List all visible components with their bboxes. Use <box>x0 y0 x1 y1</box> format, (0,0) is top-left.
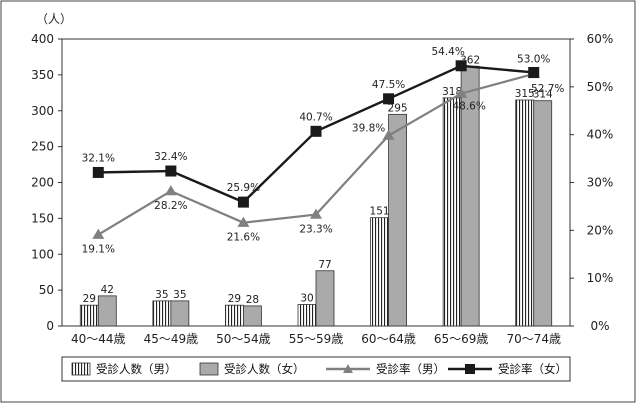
legend-label: 受診率（男） <box>376 362 445 376</box>
x-tick-label: 40～44歳 <box>71 332 126 346</box>
bar-female <box>243 305 262 327</box>
rate-label-female: 54.4% <box>431 46 464 58</box>
marker-male-rate <box>164 185 177 196</box>
bar-male <box>79 304 99 327</box>
bar-male <box>370 217 389 327</box>
rate-label-male: 48.6% <box>452 101 485 113</box>
bar-label-female: 295 <box>388 102 408 114</box>
left-tick-label: 350 <box>31 68 54 82</box>
right-tick-label: 0% <box>590 319 609 333</box>
x-tick-label: 60～64歳 <box>361 332 416 346</box>
legend-label: 受診率（女） <box>498 362 567 376</box>
left-axis: 0 50 100 150 200 250 300 350 400 <box>31 32 62 333</box>
right-axis: 0% 10% 20% 30% 40% 50% 60% <box>570 32 613 333</box>
right-tick-label: 30% <box>587 176 614 190</box>
marker-female-rate <box>383 93 395 105</box>
marker-male-rate <box>310 208 322 219</box>
bar-female <box>315 270 335 327</box>
marker-female-rate <box>528 66 540 78</box>
marker-male-rate <box>382 129 395 140</box>
bar-female <box>170 300 190 327</box>
left-tick-label: 250 <box>31 140 54 154</box>
rate-label-female: 32.4% <box>154 151 187 163</box>
right-tick-label: 20% <box>587 223 614 237</box>
x-tick-label: 65～69歳 <box>434 332 489 346</box>
legend-marker-square <box>465 364 475 374</box>
y-unit-label: （人） <box>36 12 72 26</box>
bar-label-female: 28 <box>246 294 259 306</box>
x-tick-label: 55～59歳 <box>289 332 344 346</box>
bar-female <box>533 100 553 327</box>
bar-male <box>225 304 244 327</box>
x-tick-label: 70～74歳 <box>506 332 561 346</box>
left-tick-label: 0 <box>46 319 54 333</box>
rate-label-male: 23.3% <box>299 224 332 236</box>
marker-male-rate <box>92 228 105 239</box>
bar-male <box>297 304 317 327</box>
bar-male <box>442 97 462 327</box>
left-tick-label: 150 <box>31 211 54 225</box>
marker-female-rate <box>455 60 467 72</box>
left-tick-label: 300 <box>31 104 54 118</box>
legend-swatch-bar-female <box>199 362 219 376</box>
rate-label-male: 28.2% <box>154 200 187 212</box>
x-tick-label: 45～49歳 <box>144 332 199 346</box>
x-tick-label: 50～54歳 <box>216 332 271 346</box>
rate-label-female: 32.1% <box>82 152 115 164</box>
bar-label-female: 77 <box>318 259 331 271</box>
bar-label-male: 151 <box>370 206 390 218</box>
rate-label-male: 52.7% <box>531 83 564 95</box>
bar-label-female: 314 <box>533 89 553 101</box>
bar-label-male: 315 <box>515 88 535 100</box>
rate-label-male: 39.8% <box>352 123 385 135</box>
marker-female-rate <box>165 165 177 177</box>
legend-label: 受診人数（男） <box>96 362 177 376</box>
right-tick-label: 40% <box>587 128 614 142</box>
marker-female-rate <box>310 125 322 137</box>
marker-female-rate <box>237 196 249 208</box>
right-tick-label: 60% <box>587 32 614 46</box>
rate-label-male: 21.6% <box>227 232 260 244</box>
bar-female <box>388 113 407 327</box>
legend: 受診人数（男） 受診人数（女） 受診率（男） 受診率（女） <box>61 356 571 382</box>
left-tick-label: 200 <box>31 176 54 190</box>
legend-label: 受診人数（女） <box>224 362 305 376</box>
lines: 19.1% 28.2% 21.6% 23.3% 39.8% 48.6% 52.7% 32.1%… <box>82 46 565 256</box>
left-tick-label: 50 <box>39 283 54 297</box>
legend-swatch-bar-male <box>71 362 91 376</box>
rate-label-female: 25.9% <box>227 182 260 194</box>
bar-female <box>97 295 117 327</box>
rate-label-female: 47.5% <box>372 79 405 91</box>
bar-label-male: 35 <box>155 289 168 301</box>
rate-label-male: 19.1% <box>82 244 115 256</box>
rate-label-female: 40.7% <box>299 111 332 123</box>
bar-label-female: 35 <box>173 289 186 301</box>
legend-marker-triangle <box>343 364 353 373</box>
right-tick-label: 50% <box>587 80 614 94</box>
right-tick-label: 10% <box>587 271 614 285</box>
bar-label-male: 29 <box>228 293 241 305</box>
bar-male <box>152 300 172 327</box>
left-tick-label: 400 <box>31 32 54 46</box>
rate-label-female: 53.0% <box>517 53 550 65</box>
marker-male-rate <box>455 87 468 98</box>
bar-label-male: 30 <box>300 292 313 304</box>
marker-female-rate <box>92 166 104 178</box>
bar-label-female: 42 <box>101 284 114 296</box>
left-tick-label: 100 <box>31 247 54 261</box>
bar-label-male: 29 <box>83 293 96 305</box>
bar-male <box>515 99 535 327</box>
x-axis-labels: 40～44歳 45～49歳 50～54歳 55～59歳 60～64歳 65～69歳 70～7… <box>71 332 561 346</box>
marker-male-rate <box>237 216 250 227</box>
